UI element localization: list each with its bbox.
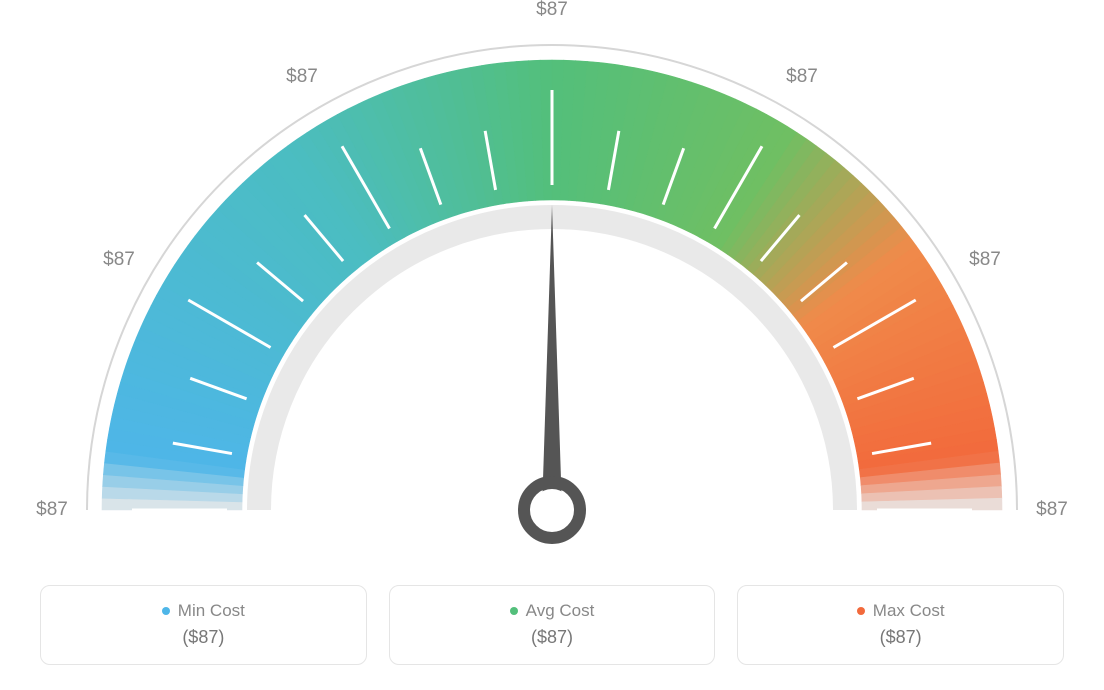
legend-value-min: ($87) [182,627,224,648]
cost-gauge: $87 $87 $87 $87 $87 $87 $87 [0,0,1104,570]
legend-dot-max [857,607,865,615]
legend-top: Max Cost [857,601,945,621]
legend-label-max: Max Cost [873,601,945,621]
gauge-tick-label: $87 [969,249,1001,271]
gauge-tick-label: $87 [103,249,135,271]
legend-label-min: Min Cost [178,601,245,621]
legend-row: Min Cost ($87) Avg Cost ($87) Max Cost (… [40,585,1064,665]
legend-top: Avg Cost [510,601,595,621]
gauge-tick-label: $87 [286,66,318,88]
legend-card-avg: Avg Cost ($87) [389,585,716,665]
legend-card-max: Max Cost ($87) [737,585,1064,665]
legend-dot-avg [510,607,518,615]
legend-top: Min Cost [162,601,245,621]
legend-label-avg: Avg Cost [526,601,595,621]
gauge-tick-label: $87 [536,0,568,21]
gauge-tick-label: $87 [36,499,68,521]
legend-value-avg: ($87) [531,627,573,648]
legend-card-min: Min Cost ($87) [40,585,367,665]
gauge-tick-label: $87 [786,66,818,88]
legend-value-max: ($87) [880,627,922,648]
gauge-svg [0,0,1104,570]
gauge-tick-label: $87 [1036,499,1068,521]
legend-dot-min [162,607,170,615]
